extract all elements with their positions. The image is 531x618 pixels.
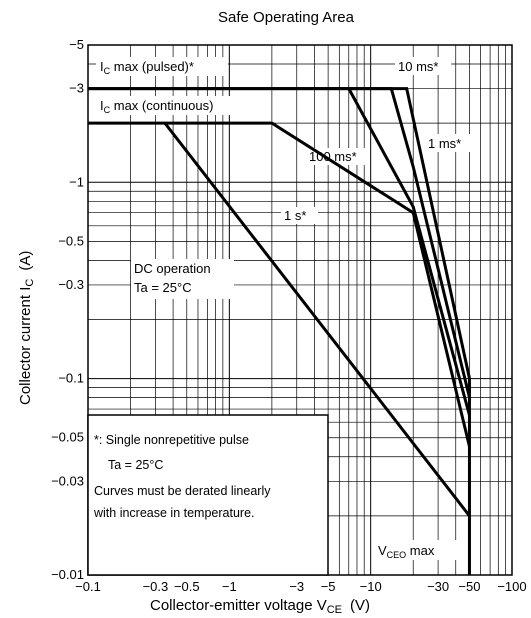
y-tick-labels: −5 −3 −1 −0.5 −0.3 −0.1 −0.05 −0.03 −0.01 <box>51 37 84 582</box>
y-tick-label: −0.5 <box>58 233 84 248</box>
y-tick-label: −3 <box>69 81 84 96</box>
footnote-line-1: *: Single nonrepetitive pulse <box>94 433 249 447</box>
footnote-box <box>87 414 329 576</box>
x-tick-label: −5 <box>321 579 336 594</box>
y-tick-label: −5 <box>69 37 84 52</box>
soa-curves <box>88 87 471 575</box>
x-tick-label: −0.1 <box>75 579 101 594</box>
label-1ms: 1 ms* <box>428 136 461 151</box>
soa-curve-2 <box>88 87 471 379</box>
footnote-line-4: with increase in temperature. <box>93 506 255 520</box>
x-tick-label: −30 <box>427 579 449 594</box>
y-tick-label: −0.1 <box>58 371 84 386</box>
y-tick-label: −0.3 <box>58 277 84 292</box>
soa-curve-5 <box>163 122 471 517</box>
ic-continuous-label: IC max (continuous) <box>100 98 213 115</box>
grid-lines <box>88 45 512 575</box>
y-tick-label: −0.01 <box>51 567 84 582</box>
x-tick-labels: −0.1 −0.3 −0.5 −1 −3 −5 −10 −30 −50 −100 <box>75 579 526 594</box>
soa-curve-1 <box>88 87 471 399</box>
annotation-layer: IC max (pulsed)* IC max (continuous) 10 … <box>87 57 477 576</box>
chart-title: Safe Operating Area <box>218 9 355 26</box>
soa-curve-3 <box>347 87 471 416</box>
x-tick-label: −0.5 <box>174 579 200 594</box>
label-10ms: 10 ms* <box>398 59 438 74</box>
vceo-label: VCEO max <box>378 543 435 560</box>
x-tick-label: −50 <box>458 579 480 594</box>
x-tick-label: −3 <box>289 579 304 594</box>
y-axis-label: Collector current IC(A) <box>17 251 36 405</box>
label-dc-temp: Ta = 25°C <box>134 280 192 295</box>
y-tick-label: −0.05 <box>51 430 84 445</box>
label-dc-operation: DC operation <box>134 261 211 276</box>
footnote-line-2: Ta = 25°C <box>108 458 163 472</box>
x-axis-label: Collector-emitter voltage VCE (V) <box>150 597 370 616</box>
y-tick-label: −1 <box>69 174 84 189</box>
x-tick-label: −100 <box>497 579 526 594</box>
soa-curve-4 <box>88 121 471 448</box>
x-tick-label: −10 <box>360 579 382 594</box>
footnote-line-3: Curves must be derated linearly <box>94 484 271 498</box>
y-tick-label: −0.03 <box>51 473 84 488</box>
x-tick-label: −0.3 <box>143 579 169 594</box>
x-tick-label: −1 <box>222 579 237 594</box>
ic-pulsed-label: IC max (pulsed)* <box>100 59 194 76</box>
label-1s: 1 s* <box>284 208 306 223</box>
